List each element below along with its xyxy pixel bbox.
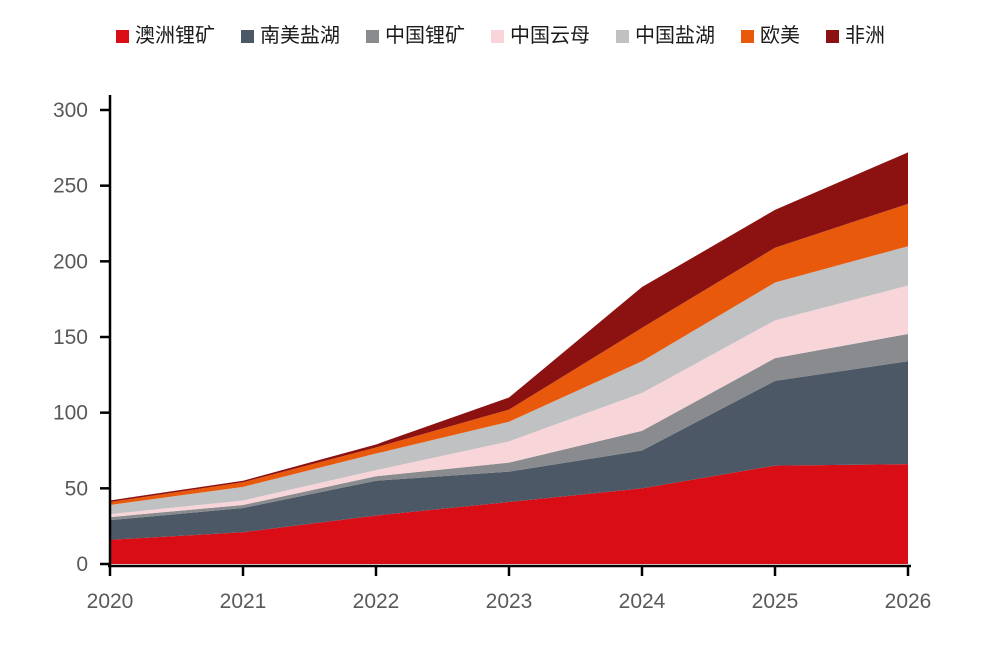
x-tick-label: 2020: [87, 590, 134, 613]
area-series-6: [110, 152, 908, 502]
y-tick-label: 150: [53, 326, 88, 349]
y-tick-label: 50: [65, 477, 88, 500]
legend-item-4: 中国盐湖: [616, 26, 715, 46]
legend-item-1: 南美盐湖: [241, 26, 340, 46]
legend-item-5: 欧美: [741, 26, 800, 46]
y-tick-label: 300: [53, 99, 88, 122]
area-series-0: [110, 464, 908, 564]
y-tick-label: 100: [53, 402, 88, 425]
legend-item-6: 非洲: [826, 26, 885, 46]
legend-swatch-icon: [366, 29, 379, 43]
area-series-5: [110, 203, 908, 505]
legend-item-3: 中国云母: [491, 26, 590, 46]
legend-label: 欧美: [760, 25, 800, 47]
x-tick-label: 2023: [486, 590, 533, 613]
legend-swatch-icon: [826, 29, 839, 43]
legend-label: 中国云母: [510, 25, 590, 47]
legend-label: 澳洲锂矿: [135, 25, 215, 47]
area-series-2: [110, 333, 908, 521]
area-series-3: [110, 285, 908, 518]
legend-swatch-icon: [116, 29, 129, 43]
legend-label: 中国锂矿: [385, 25, 465, 47]
area-series-4: [110, 246, 908, 515]
x-tick-label: 2021: [220, 590, 267, 613]
x-tick-label: 2022: [353, 590, 400, 613]
legend-swatch-icon: [616, 29, 629, 43]
legend-swatch-icon: [491, 29, 504, 43]
x-tick-label: 2026: [885, 590, 932, 613]
legend-item-0: 澳洲锂矿: [116, 26, 215, 46]
legend-item-2: 中国锂矿: [366, 26, 465, 46]
legend-label: 南美盐湖: [260, 25, 340, 47]
x-tick-label: 2025: [752, 590, 799, 613]
legend-label: 中国盐湖: [635, 25, 715, 47]
area-series-1: [110, 361, 908, 540]
chart-legend: 澳洲锂矿 南美盐湖 中国锂矿 中国云母 中国盐湖 欧美 非洲: [0, 26, 1001, 46]
y-tick-label: 0: [76, 553, 88, 576]
x-tick-label: 2024: [619, 590, 666, 613]
y-tick-label: 250: [53, 175, 88, 198]
legend-swatch-icon: [241, 29, 254, 43]
y-tick-label: 200: [53, 250, 88, 273]
legend-label: 非洲: [845, 25, 885, 47]
legend-swatch-icon: [741, 29, 754, 43]
